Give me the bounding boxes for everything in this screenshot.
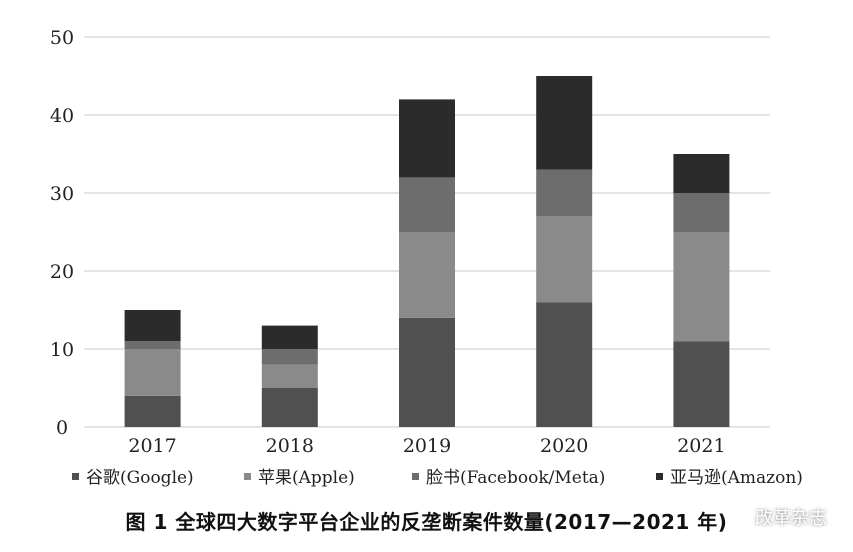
bar-segment (261, 349, 318, 365)
legend-swatch (412, 473, 419, 480)
wechat-icon (725, 507, 749, 526)
bar-segment (261, 388, 318, 427)
stacked-bar-chart: 0 10 20 30 40 50 2017 2018 2019 2020 2021 谷歌(Goog… (50, 27, 803, 488)
y-tick-label: 30 (50, 183, 74, 205)
bar-segment (536, 76, 593, 170)
bar-segment (399, 177, 455, 232)
y-tick-label: 10 (50, 339, 74, 361)
bar-segment (399, 99, 455, 178)
bar-segment (673, 341, 730, 427)
bar-segment (124, 349, 181, 396)
x-tick-label: 2018 (266, 435, 314, 457)
bar-segment (124, 341, 181, 349)
x-tick-label: 2021 (677, 435, 725, 457)
bar-segment (261, 364, 318, 388)
legend-label: 苹果(Apple) (258, 468, 355, 488)
y-tick-label: 40 (50, 105, 74, 127)
bar-segment (261, 325, 318, 349)
legend-label: 谷歌(Google) (86, 468, 194, 488)
watermark-text: 改革杂志 (755, 508, 827, 529)
bar-segment (673, 193, 730, 232)
y-tick-label: 50 (50, 27, 74, 49)
y-tick-label: 0 (56, 417, 68, 439)
bar-segment (673, 232, 730, 342)
bar-segment (536, 169, 593, 217)
watermark: 改革杂志 (725, 504, 827, 530)
y-axis-ticks: 0 10 20 30 40 50 (50, 27, 74, 439)
bar-segment (673, 154, 730, 193)
legend-swatch (244, 473, 251, 480)
bar-segment (399, 232, 455, 318)
x-axis-ticks: 2017 2018 2019 2020 2021 (128, 435, 725, 457)
legend-swatch (656, 473, 663, 480)
bar-segment (124, 310, 181, 342)
legend: 谷歌(Google) 苹果(Apple) 脸书(Facebook/Meta) 亚马逊(… (72, 468, 803, 488)
bar-segment (536, 302, 593, 427)
legend-swatch (72, 473, 79, 480)
x-tick-label: 2019 (403, 435, 451, 457)
y-tick-label: 20 (50, 261, 74, 283)
bar-segment (399, 317, 455, 427)
x-tick-label: 2017 (128, 435, 176, 457)
bar-segment (536, 216, 593, 303)
figure-caption: 图 1 全球四大数字平台企业的反垄断案件数量(2017—2021 年) (125, 510, 728, 534)
bars (124, 76, 730, 427)
legend-label: 亚马逊(Amazon) (670, 468, 803, 488)
legend-label: 脸书(Facebook/Meta) (426, 468, 605, 488)
bar-segment (124, 395, 181, 427)
x-tick-label: 2020 (540, 435, 588, 457)
